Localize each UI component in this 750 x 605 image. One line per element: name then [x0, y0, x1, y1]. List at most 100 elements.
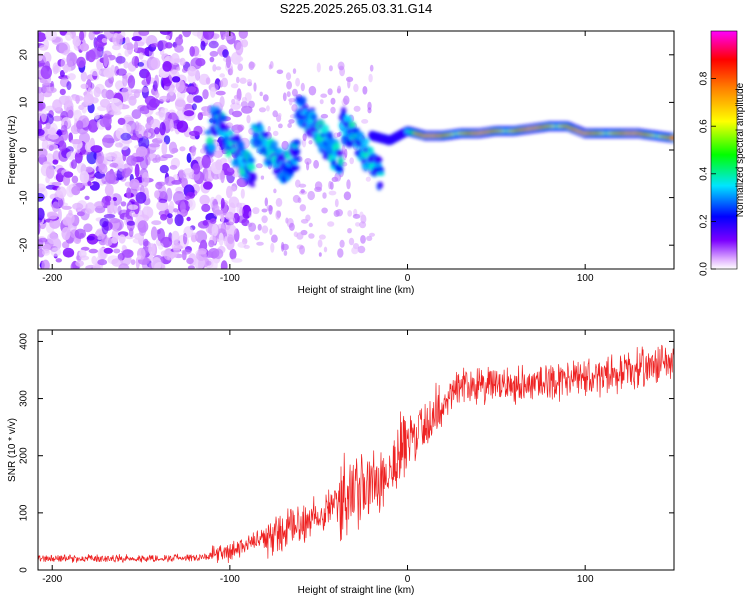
heatmap-cell: [141, 87, 149, 93]
heatmap-cell: [151, 257, 162, 269]
heatmap-cell: [231, 98, 236, 105]
heatmap-cell: [178, 169, 185, 179]
heatmap-cell: [369, 232, 375, 237]
heatmap-cell: [187, 265, 195, 269]
heatmap-cell: [175, 36, 184, 46]
heatmap-cell: [365, 176, 371, 182]
heatmap-cell: [260, 175, 265, 180]
heatmap-cell: [160, 214, 168, 221]
heatmap-cell: [60, 124, 68, 134]
snr-panel: -200 -100 0 100 0 100 200 300 400 Height of stra…: [7, 329, 675, 596]
heatmap-cell: [149, 143, 161, 148]
heatmap-cell: [167, 213, 173, 219]
heatmap-cell: [228, 108, 234, 115]
heatmap-cell: [337, 156, 344, 166]
heatmap-cell: [97, 259, 108, 266]
heatmap-cell: [183, 110, 195, 117]
heatmap-cell: [84, 195, 90, 200]
heatmap-cell: [337, 248, 344, 258]
heatmap-cell: [377, 181, 384, 189]
snr-axes: -200 -100 0 100 0 100 200 300 400: [19, 330, 674, 585]
heatmap-cell: [270, 242, 275, 253]
heatmap-cell: [261, 132, 269, 138]
heatmap-cell: [362, 86, 368, 95]
heatmap-cell: [220, 213, 225, 223]
heatmap-cell: [246, 114, 251, 124]
heatmap-cell: [211, 224, 219, 237]
heatmap-cell: [212, 130, 220, 137]
heatmap-cell: [280, 241, 285, 252]
heatmap-cell: [101, 176, 107, 185]
heatmap-cell: [368, 73, 373, 83]
heatmap-cell: [322, 192, 327, 199]
heatmap-cell: [181, 249, 192, 255]
heatmap-cell: [320, 113, 329, 119]
heatmap-cell: [133, 89, 140, 99]
spectrogram-heatmap: [38, 31, 674, 269]
heatmap-cell: [103, 247, 114, 254]
heatmap-cell: [56, 186, 67, 199]
heatmap-cell: [352, 213, 361, 219]
heatmap-cell: [282, 92, 287, 102]
heatmap-cell: [162, 61, 172, 72]
heatmap-cell: [48, 133, 59, 140]
heatmap-cell: [57, 140, 67, 151]
heatmap-cell: [58, 41, 71, 55]
x-tick-label: 100: [577, 574, 594, 585]
heatmap-cell: [130, 259, 136, 265]
heatmap-cell: [131, 36, 142, 42]
heatmap-cell: [55, 258, 62, 263]
heatmap-cell: [80, 246, 90, 251]
heatmap-cell: [202, 220, 208, 226]
heatmap-cell: [240, 188, 245, 199]
heatmap-cell: [67, 60, 74, 68]
heatmap-cell: [203, 168, 208, 174]
heatmap-cell: [220, 260, 228, 269]
heatmap-cell: [72, 202, 84, 210]
heatmap-cell: [255, 163, 263, 169]
heatmap-cell: [176, 120, 189, 133]
heatmap-cell: [133, 40, 139, 53]
heatmap-cell: [102, 134, 114, 148]
heatmap-cell: [94, 201, 104, 209]
heatmap-cell: [225, 224, 237, 236]
heatmap-cell: [103, 214, 116, 219]
heatmap-cell: [104, 78, 114, 88]
heatmap-cell: [236, 98, 240, 106]
heatmap-cell: [174, 44, 184, 53]
heatmap-cell: [145, 122, 152, 130]
heatmap-cell: [160, 250, 169, 257]
heatmap-cell: [209, 50, 219, 57]
heatmap-cell: [200, 148, 206, 154]
heatmap-cell: [166, 187, 173, 202]
heatmap-cell: [307, 190, 316, 201]
heatmap-cell: [202, 89, 209, 100]
heatmap-cell: [258, 124, 265, 134]
heatmap-cell: [213, 150, 223, 158]
heatmap-cell: [205, 77, 211, 85]
heatmap-cell: [61, 227, 71, 241]
heatmap-cell: [156, 200, 169, 212]
heatmap-cell: [218, 232, 224, 246]
y-tick-label: 300: [19, 390, 30, 407]
heatmap-cell: [316, 120, 325, 126]
colorbar-tick-label: 0.4: [699, 166, 710, 180]
heatmap-cell: [320, 93, 328, 98]
heatmap-cell: [229, 248, 237, 260]
heatmap-cell: [45, 31, 57, 41]
heatmap-cell: [86, 236, 95, 241]
heatmap-cell: [150, 43, 158, 48]
heatmap-cell: [168, 141, 178, 154]
heatmap-cell: [353, 105, 361, 112]
heatmap-cell: [155, 154, 161, 163]
heatmap-cell: [108, 174, 115, 181]
heatmap-cell: [186, 86, 198, 94]
heatmap-cell: [218, 114, 228, 122]
heatmap-cell: [66, 151, 76, 160]
heatmap-cell: [213, 209, 224, 215]
heatmap-cell: [78, 104, 85, 111]
colorbar-tick-label: 0.2: [699, 214, 710, 228]
heatmap-cell: [120, 201, 127, 207]
heatmap-cell: [269, 228, 273, 236]
